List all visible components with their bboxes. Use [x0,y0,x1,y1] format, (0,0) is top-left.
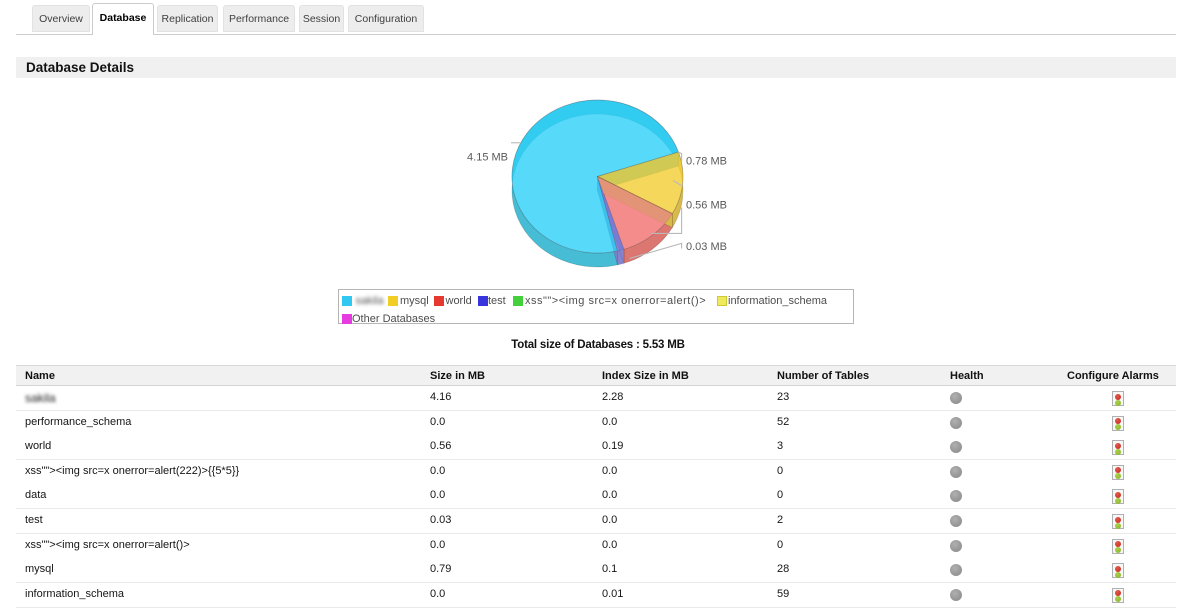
svg-text:0.78 MB: 0.78 MB [686,156,727,168]
svg-text:4.15 MB: 4.15 MB [467,152,508,164]
svg-text:0.03 MB: 0.03 MB [686,241,727,253]
svg-text:0.56 MB: 0.56 MB [686,200,727,212]
